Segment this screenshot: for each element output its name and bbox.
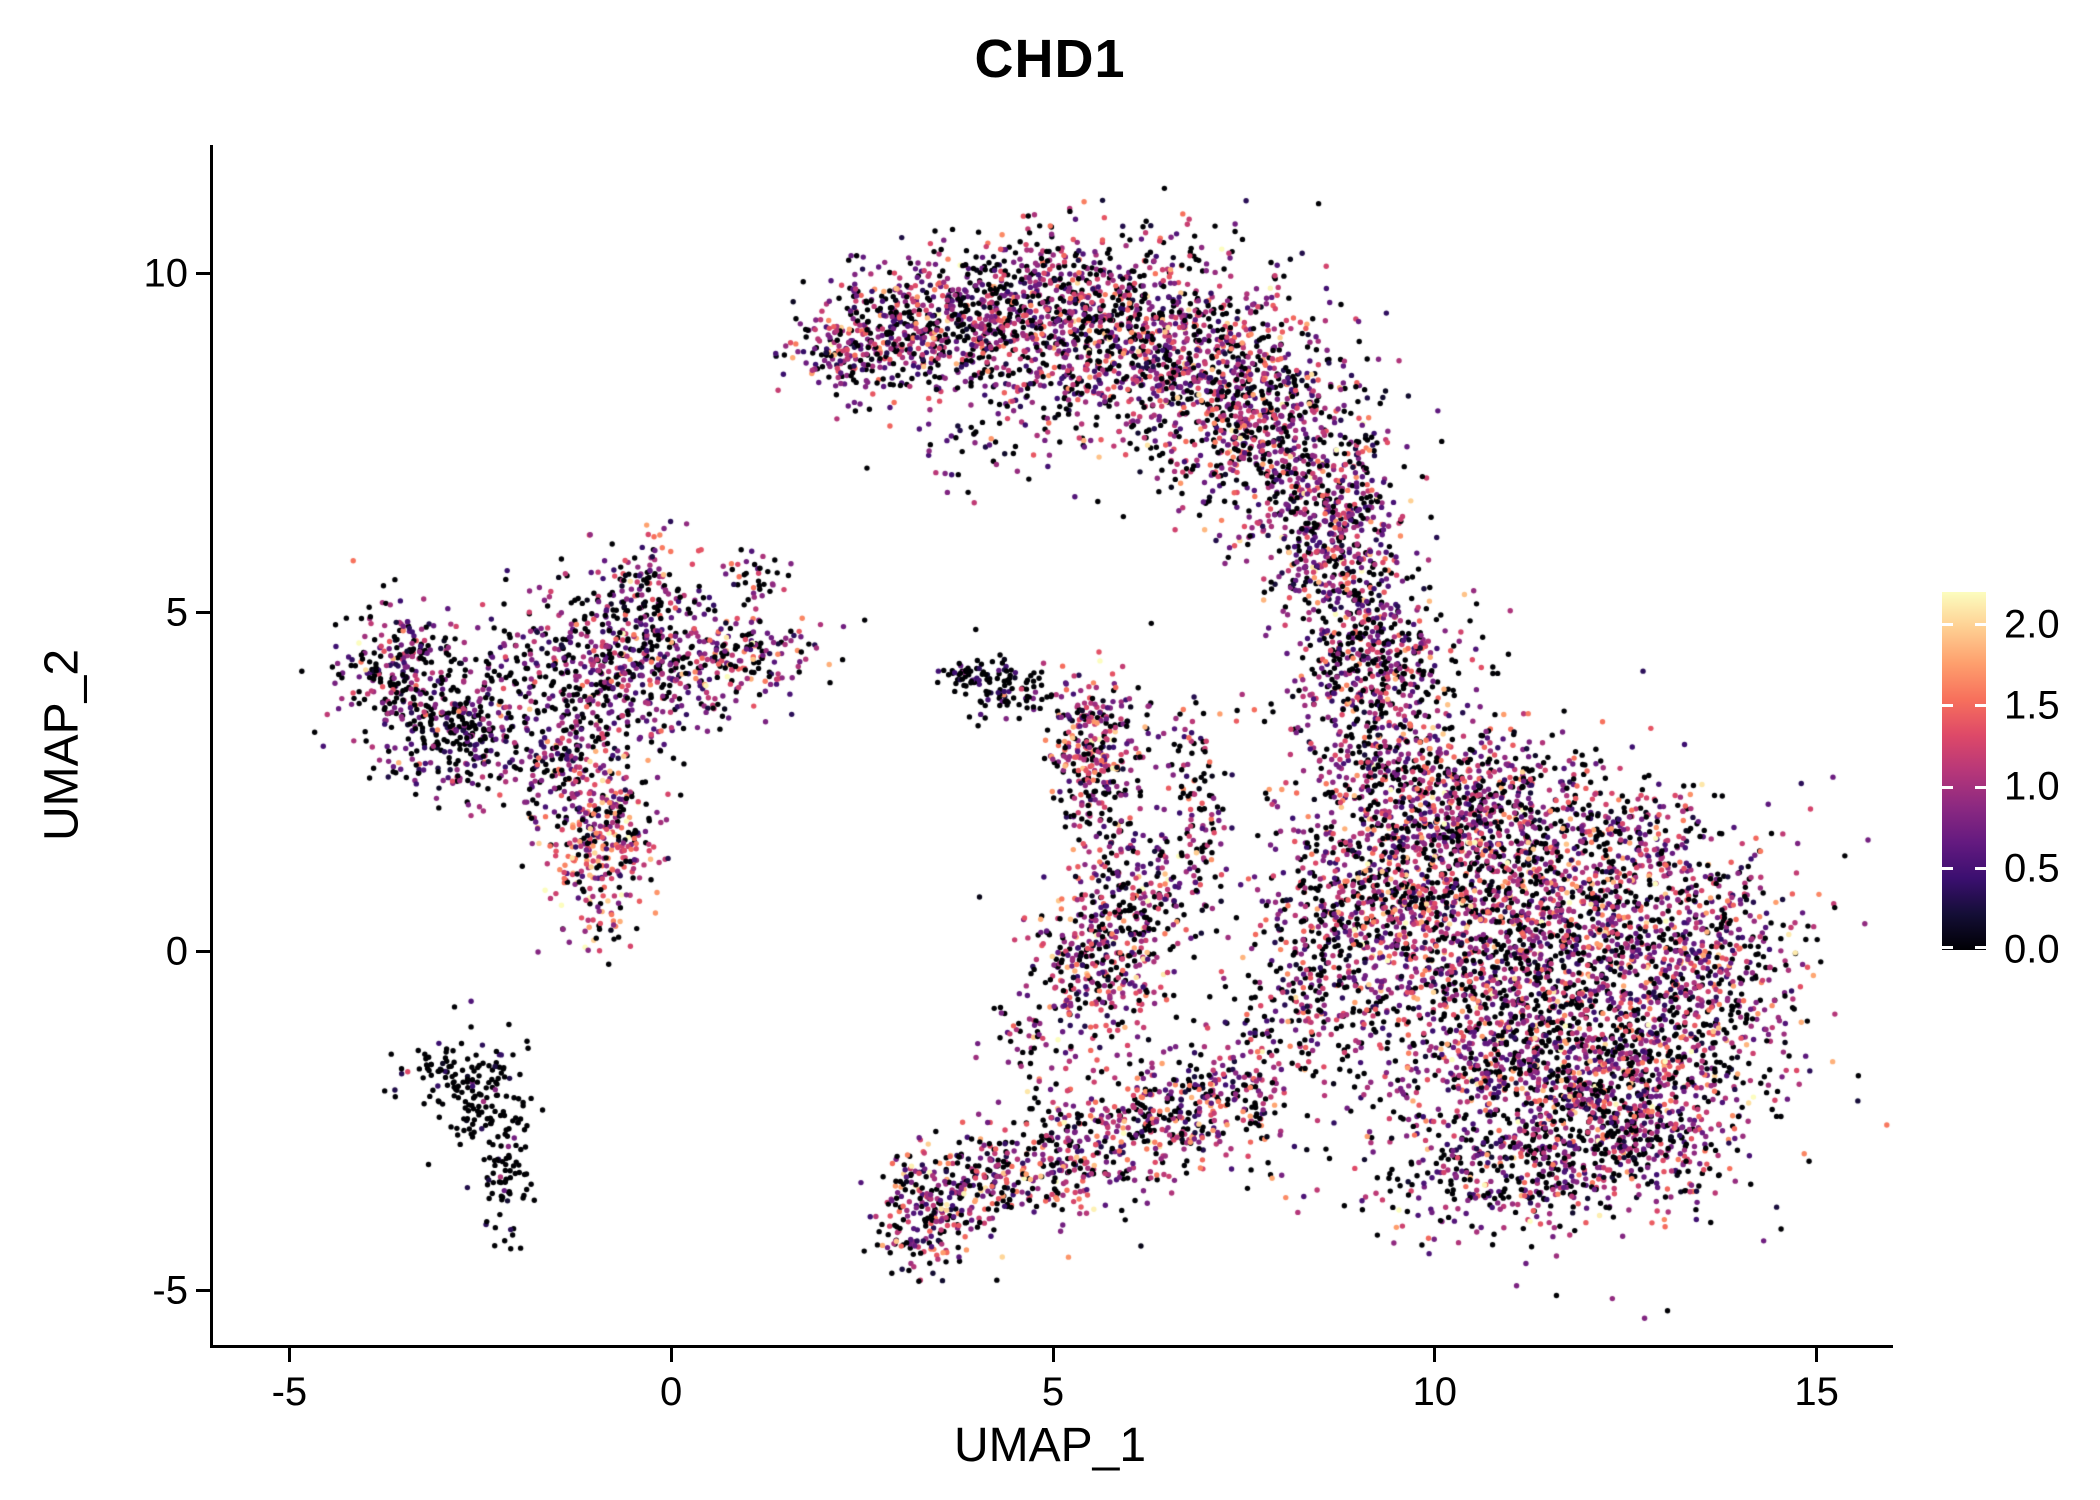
colorbar-tick-mark <box>1975 785 1986 789</box>
y-tick-label: 10 <box>143 251 189 296</box>
plot-panel <box>210 145 1893 1348</box>
x-tick-mark <box>287 1348 291 1362</box>
x-tick-mark <box>1433 1348 1437 1362</box>
y-tick-label: 0 <box>165 929 188 974</box>
colorbar-tick-mark <box>1975 623 1986 627</box>
colorbar-tick-mark <box>1942 623 1953 627</box>
x-tick-label: 0 <box>660 1370 683 1414</box>
x-tick-label: 5 <box>1041 1370 1065 1414</box>
y-tick-mark <box>196 950 210 954</box>
y-tick-mark <box>196 1289 210 1293</box>
x-axis-label: UMAP_1 <box>953 1419 1147 1472</box>
y-tick-label: 5 <box>165 590 188 635</box>
plot-title: CHD1 <box>974 29 1126 89</box>
x-tick-label: 10 <box>1412 1370 1458 1414</box>
y-axis-label: UMAP_2 <box>35 648 89 842</box>
colorbar-tick-mark <box>1942 704 1953 708</box>
x-tick-label: 15 <box>1794 1370 1839 1414</box>
colorbar-tick-label: 1.0 <box>2004 764 2060 809</box>
colorbar-tick-mark <box>1975 704 1986 708</box>
y-tick-mark <box>196 611 210 615</box>
colorbar-tick-label: 1.5 <box>2004 683 2060 728</box>
colorbar-tick-mark <box>1975 867 1986 871</box>
x-tick-mark <box>1815 1348 1819 1362</box>
x-tick-mark <box>669 1348 673 1362</box>
x-tick-label: -5 <box>271 1370 308 1414</box>
x-tick-mark <box>1051 1348 1055 1362</box>
colorbar-tick-label: 0.0 <box>2004 927 2060 972</box>
scatter-canvas <box>213 145 1893 1345</box>
y-tick-mark <box>196 272 210 276</box>
y-tick-label: -5 <box>152 1268 188 1313</box>
colorbar-tick-mark <box>1942 785 1953 789</box>
colorbar-tick-label: 2.0 <box>2004 602 2060 647</box>
colorbar-gradient <box>1942 592 1986 950</box>
colorbar-tick-mark <box>1942 867 1953 871</box>
colorbar-tick-mark <box>1942 945 1953 949</box>
colorbar-tick-mark <box>1975 945 1986 949</box>
colorbar-tick-label: 0.5 <box>2004 846 2060 891</box>
colorbar <box>1942 592 1986 950</box>
